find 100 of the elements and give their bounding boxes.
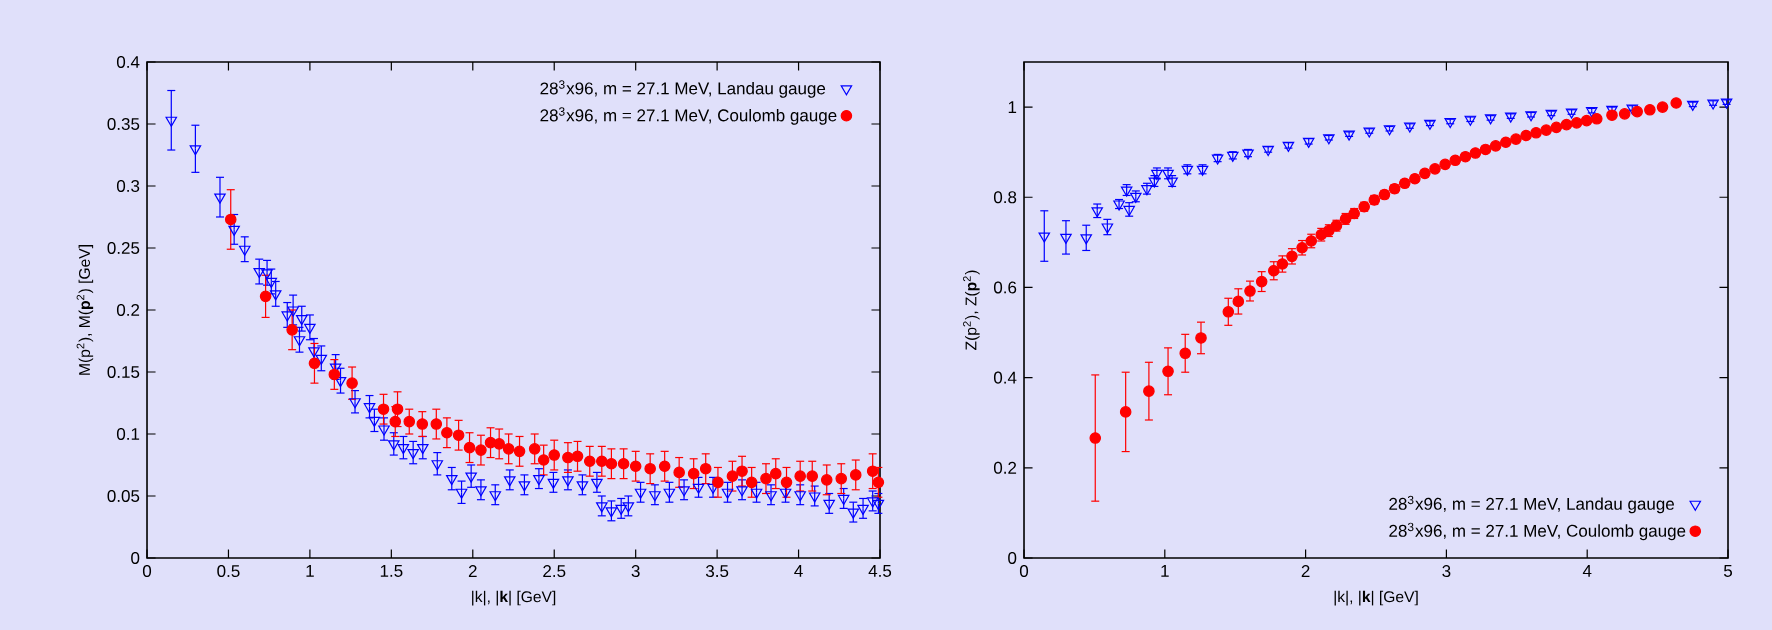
point bbox=[452, 429, 465, 442]
point bbox=[1489, 140, 1502, 152]
y-tick-label: 0.15 bbox=[107, 365, 140, 378]
point bbox=[806, 470, 819, 482]
point bbox=[1656, 101, 1669, 113]
point bbox=[1255, 275, 1268, 288]
point bbox=[1244, 285, 1256, 297]
point bbox=[562, 451, 574, 464]
point bbox=[1580, 114, 1593, 127]
point bbox=[1520, 129, 1532, 142]
point bbox=[1540, 124, 1553, 136]
point bbox=[1626, 104, 1639, 115]
point bbox=[224, 213, 237, 226]
point bbox=[1530, 126, 1542, 139]
point bbox=[1323, 134, 1335, 145]
point bbox=[1570, 117, 1583, 129]
point bbox=[1585, 107, 1598, 118]
x-tick-label: 3 bbox=[1442, 565, 1451, 578]
legend-label: 28$^{3}$x96, m = 27.1 MeV, Landau gauge bbox=[540, 80, 826, 98]
point bbox=[1707, 99, 1719, 110]
point bbox=[1644, 103, 1656, 116]
x-tick-label: 2 bbox=[468, 565, 477, 577]
point bbox=[699, 462, 712, 475]
x-tick-label: 3 bbox=[631, 565, 640, 578]
point bbox=[1510, 133, 1522, 145]
point bbox=[430, 418, 443, 430]
legend-label: 28$^{3}$x96, m = 27.1 MeV, Landau gauge bbox=[1389, 495, 1674, 514]
point bbox=[528, 443, 541, 455]
point bbox=[1484, 114, 1497, 125]
point bbox=[849, 469, 862, 481]
y-tick-label: 0.6 bbox=[993, 281, 1017, 294]
x-tick-label: 5 bbox=[1723, 565, 1733, 577]
x-tick-label: 4 bbox=[794, 565, 803, 577]
point bbox=[1429, 163, 1441, 175]
point bbox=[760, 472, 772, 485]
x-axis-title: |k|, |k| [GeV] bbox=[472, 590, 556, 606]
point bbox=[745, 476, 758, 489]
y-tick-label: 1 bbox=[1008, 101, 1017, 113]
x-tick-label: 4.5 bbox=[868, 565, 892, 577]
legend-label: 28$^{3}$x96, m = 27.1 MeV, Coulomb gauge bbox=[540, 107, 837, 125]
legend-label: 28$^{3}$x96, m = 27.1 MeV, Coulomb gauge bbox=[1389, 522, 1686, 541]
point bbox=[794, 470, 806, 482]
y-tick-label: 0.8 bbox=[993, 191, 1017, 204]
x-tick-label: 2 bbox=[1301, 565, 1310, 577]
point bbox=[548, 449, 561, 461]
point bbox=[1383, 125, 1396, 136]
point bbox=[1550, 121, 1563, 134]
y-tick-label: 0 bbox=[1008, 551, 1017, 564]
point bbox=[820, 474, 833, 486]
point bbox=[1444, 117, 1457, 129]
point bbox=[1565, 108, 1578, 119]
x-tick-label: 1.5 bbox=[380, 565, 403, 577]
point bbox=[1560, 118, 1573, 131]
point bbox=[1343, 130, 1355, 141]
point bbox=[502, 443, 515, 455]
point bbox=[346, 377, 358, 389]
point bbox=[1262, 145, 1274, 157]
x-tick-label: 2.5 bbox=[543, 565, 566, 578]
point bbox=[1449, 154, 1462, 167]
point bbox=[1469, 147, 1482, 159]
point bbox=[1038, 232, 1051, 243]
y-axis-title: M(p$^{2}$), M(p$^{2}$) [GeV] bbox=[76, 245, 94, 375]
point bbox=[1459, 150, 1472, 163]
point bbox=[1606, 109, 1618, 121]
point bbox=[259, 290, 272, 303]
point bbox=[595, 455, 608, 468]
y-tick-label: 0 bbox=[131, 551, 140, 564]
point bbox=[1439, 158, 1451, 171]
point bbox=[769, 467, 782, 480]
point bbox=[872, 476, 885, 489]
point bbox=[1080, 234, 1093, 245]
point bbox=[617, 457, 630, 470]
point bbox=[1162, 365, 1174, 378]
point bbox=[1500, 136, 1512, 149]
point bbox=[475, 444, 487, 456]
point bbox=[583, 455, 596, 468]
x-axis-title: |k|, |k| [GeV] bbox=[1334, 590, 1418, 606]
x-tick-label: 1 bbox=[1161, 565, 1169, 577]
point bbox=[1479, 143, 1492, 156]
point bbox=[537, 454, 550, 466]
point bbox=[1282, 141, 1295, 153]
point bbox=[403, 415, 416, 428]
point bbox=[605, 457, 618, 470]
point bbox=[441, 426, 453, 439]
y-tick-label: 0.2 bbox=[993, 461, 1017, 474]
x-tick-label: 0 bbox=[1019, 565, 1029, 578]
x-tick-label: 0.5 bbox=[217, 565, 240, 578]
point bbox=[1590, 113, 1603, 125]
x-tick-label: 0 bbox=[142, 565, 152, 578]
point bbox=[1618, 108, 1631, 120]
point bbox=[835, 472, 848, 485]
x-tick-label: 4 bbox=[1582, 565, 1592, 577]
point bbox=[1504, 112, 1517, 123]
point bbox=[571, 450, 584, 463]
point bbox=[1089, 432, 1102, 444]
y-tick-label: 0.05 bbox=[107, 489, 140, 502]
y-tick-label: 0.1 bbox=[116, 427, 140, 440]
point bbox=[644, 462, 656, 475]
point bbox=[673, 466, 685, 479]
point bbox=[1670, 97, 1682, 109]
